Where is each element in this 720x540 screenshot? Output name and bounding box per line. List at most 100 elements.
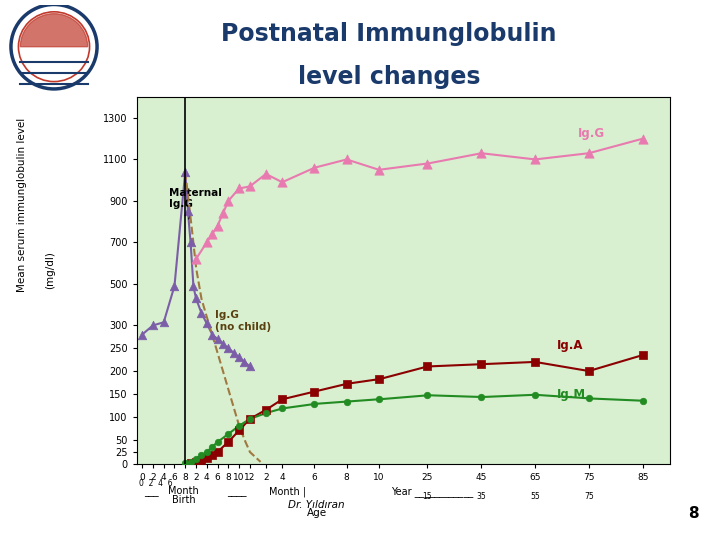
Point [207,330,218,339]
Text: 8: 8 [688,507,698,522]
Point [185,457,197,466]
Text: Month |: Month | [269,486,307,497]
Text: ____: ____ [227,487,246,497]
Point [244,182,256,191]
Point [637,351,649,360]
Point [201,238,212,247]
Point [158,318,169,327]
Point [422,362,433,371]
Point [529,390,541,399]
Text: Maternal
Ig.G: Maternal Ig.G [169,187,222,219]
Point [583,367,595,375]
Point [341,155,353,164]
Point [190,294,202,303]
Point [222,438,234,447]
Point [212,438,223,447]
Point [309,387,320,396]
Point [637,396,649,405]
Point [583,149,595,158]
Point [422,391,433,400]
Text: ___: ___ [144,487,158,497]
Point [212,448,223,456]
Point [187,282,199,291]
Point [244,415,256,423]
Text: Mean serum immunglobulin level: Mean serum immunglobulin level [17,118,27,292]
Point [233,426,245,435]
Point [182,207,194,215]
Point [373,395,384,404]
Text: Postnatal Immunglobulin: Postnatal Immunglobulin [221,22,557,45]
Text: 15: 15 [423,492,432,501]
Point [190,455,202,464]
Point [196,451,207,460]
Point [196,309,207,318]
Point [233,422,245,430]
Wedge shape [20,14,88,46]
Text: (mg/dl): (mg/dl) [45,251,55,289]
Text: 35: 35 [477,492,486,501]
Point [276,395,288,404]
Point [201,454,212,463]
Point [233,353,245,362]
Point [373,375,384,383]
Point [238,357,250,366]
Point [190,255,202,264]
Point [341,380,353,388]
Text: Ig.M: Ig.M [557,388,585,401]
Point [222,344,234,353]
Point [222,197,234,205]
Point [233,184,245,193]
Point [422,159,433,168]
Text: level changes: level changes [297,65,480,89]
Point [190,458,202,467]
Point [217,339,229,348]
Point [583,394,595,403]
Point [228,348,240,357]
Point [201,319,212,328]
Text: Ig.G
(no child): Ig.G (no child) [215,310,271,332]
Point [276,178,288,187]
Point [185,459,197,468]
Point [244,362,256,371]
Point [341,397,353,406]
Point [147,321,158,330]
Point [217,209,229,218]
Text: Ig.G: Ig.G [578,126,606,140]
Point [637,134,649,143]
Point [207,230,218,239]
Text: Dr. Yıldıran: Dr. Yıldıran [289,500,345,510]
Point [222,430,234,438]
Point [196,456,207,465]
Point [475,360,487,368]
Point [529,155,541,164]
Text: Month: Month [168,486,199,496]
Point [475,149,487,158]
Text: 75: 75 [584,492,594,501]
Point [212,335,223,343]
Point [185,238,197,247]
Text: Year ____________: Year ____________ [391,486,473,497]
Point [260,170,271,178]
Text: Ig.A: Ig.A [557,339,583,352]
Point [373,165,384,174]
Point [207,443,218,451]
Point [260,406,271,414]
Text: 55: 55 [530,492,540,501]
Point [179,167,191,176]
Text: 0  2  4  6: 0 2 4 6 [140,479,173,488]
Text: Birth: Birth [172,495,195,505]
Point [309,164,320,172]
Point [207,451,218,460]
Point [475,393,487,401]
Text: Age: Age [307,508,327,518]
Point [136,330,148,339]
Point [201,448,212,456]
Point [179,458,191,467]
Point [244,415,256,423]
Point [260,409,271,417]
Point [529,357,541,366]
Point [309,400,320,408]
Point [168,282,180,291]
Point [276,404,288,413]
Point [212,221,223,230]
